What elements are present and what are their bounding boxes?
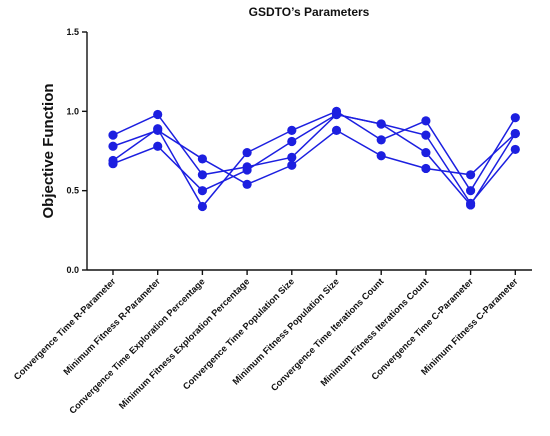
y-tick-label: 0.0 [66,265,79,275]
data-point [510,144,520,155]
data-point [376,151,386,161]
data-point [421,130,431,140]
data-point [331,125,342,135]
data-point [421,163,431,174]
data-point [376,119,386,129]
series-line-4 [112,113,516,207]
data-point [466,200,476,210]
data-point [421,147,431,158]
y-tick-label: 0.5 [66,186,79,196]
data-point [466,170,476,180]
data-point [197,154,207,164]
series-line-3 [112,110,516,208]
data-point [153,109,163,120]
data-point [510,113,520,123]
data-point [421,116,431,126]
data-point [197,170,207,180]
data-point [376,135,386,145]
axes [86,32,532,271]
data-point [287,125,297,135]
data-point [242,179,252,189]
y-tick-label: 1.0 [66,106,79,116]
data-point [510,128,520,139]
y-axis-label: Objective Function [40,83,57,218]
data-point [197,201,207,212]
data-point [331,109,342,120]
series-line-2 [112,129,516,186]
y-tick-label: 1.5 [66,27,79,37]
x-tick-label: Minimum Fitness R-Parameter [62,276,163,377]
data-point [108,141,118,151]
data-point [287,136,297,147]
data-point [466,186,476,196]
series-group [108,106,520,212]
data-point [153,124,163,134]
data-point [197,186,207,196]
x-tick-label: Minimum Fitness C-Parameter [419,276,520,377]
data-point [153,141,163,151]
chart-title: GSDTO’s Parameters [249,5,370,19]
y-ticks: 0.0 0.5 1.0 1.5 [66,27,87,275]
data-point [287,160,297,170]
data-point [108,130,118,140]
data-point [242,147,252,158]
data-point [108,159,118,169]
data-point [287,152,297,162]
data-point [242,165,252,175]
